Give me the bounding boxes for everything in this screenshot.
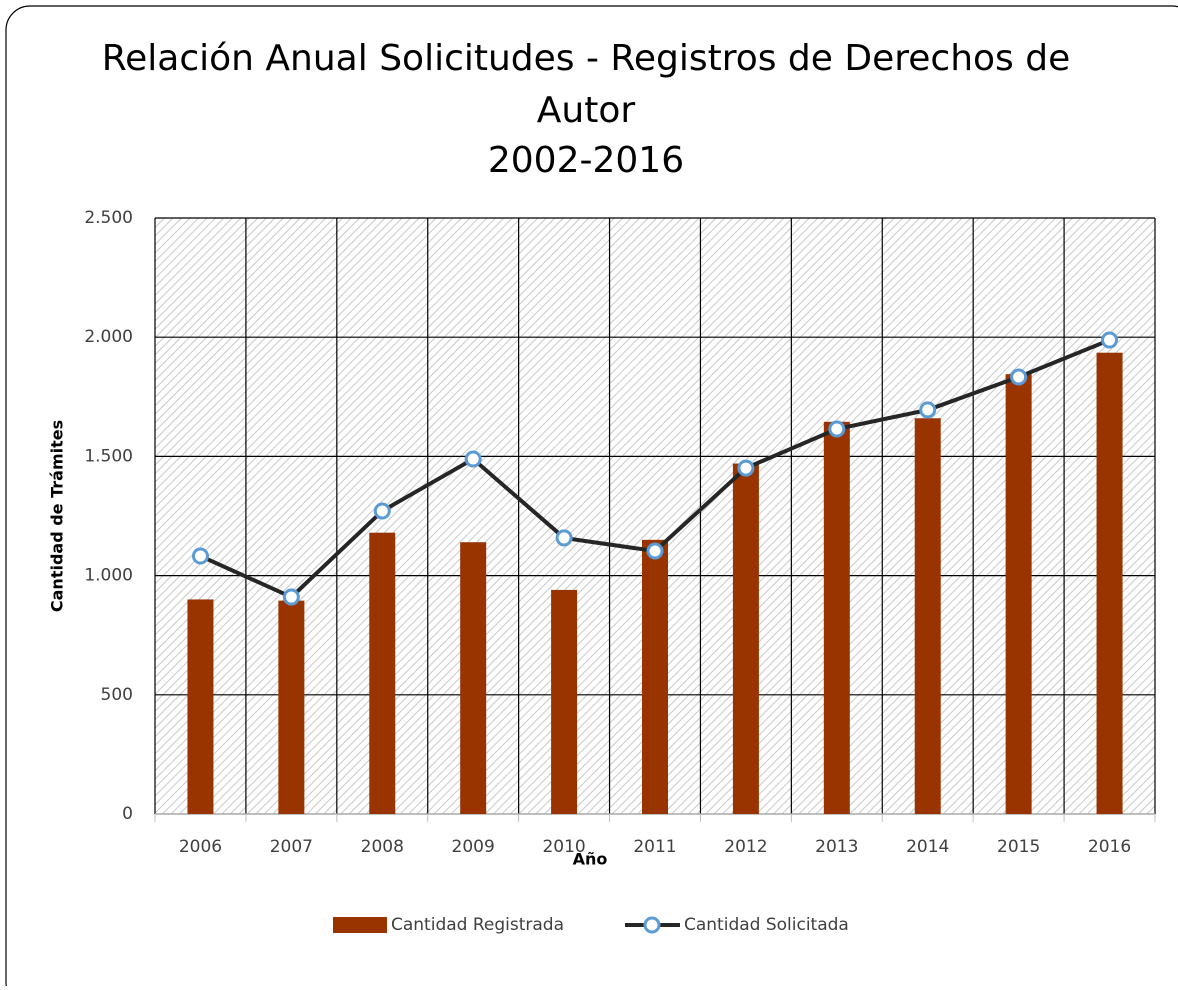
y-tick-label: 0 [122, 804, 133, 824]
marker [737, 459, 755, 477]
x-tick-label: 2013 [815, 837, 858, 857]
legend-label: Cantidad Registrada [391, 915, 564, 935]
y-tick-label: 2.000 [84, 327, 133, 347]
bar [1096, 352, 1123, 814]
bar [278, 600, 305, 814]
marker [646, 542, 664, 560]
marker [191, 547, 209, 565]
marker [828, 420, 846, 438]
legend-swatch [333, 917, 387, 933]
y-tick-label: 1.500 [84, 446, 133, 466]
y-tick-label: 1.000 [84, 566, 133, 586]
legend-label: Cantidad Solicitada [684, 915, 849, 935]
bar [187, 599, 214, 814]
marker [282, 588, 300, 606]
x-tick-label: 2015 [997, 837, 1040, 857]
bar [914, 418, 941, 814]
x-tick-label: 2009 [452, 837, 495, 857]
y-tick-label: 2.500 [84, 208, 133, 228]
x-axis-label: Año [573, 850, 608, 869]
x-tick-label: 2008 [361, 837, 404, 857]
marker [1101, 331, 1119, 349]
bar [642, 539, 668, 814]
bar [369, 532, 396, 814]
x-tick-label: 2016 [1088, 837, 1131, 857]
bar [1005, 374, 1032, 814]
bar [823, 421, 850, 814]
marker [373, 502, 391, 520]
x-tick-label: 2012 [724, 837, 767, 857]
x-tick-label: 2006 [179, 837, 222, 857]
y-tick-label: 500 [101, 685, 133, 705]
marker [464, 450, 482, 468]
chart-title: 2002-2016 [488, 140, 684, 181]
x-tick-label: 2010 [542, 837, 585, 857]
bar [460, 542, 487, 814]
chart-title: Autor [537, 90, 636, 131]
chart-title: Relación Anual Solicitudes - Registros d… [102, 38, 1071, 79]
bar [551, 589, 578, 814]
marker [919, 401, 937, 419]
x-tick-label: 2011 [633, 837, 676, 857]
marker [555, 529, 573, 547]
bar [732, 463, 759, 814]
marker [1010, 368, 1028, 386]
legend-swatch [643, 916, 661, 934]
x-tick-label: 2014 [906, 837, 949, 857]
y-axis-label: Cantidad de Trámites [48, 420, 67, 612]
x-tick-label: 2007 [270, 837, 313, 857]
